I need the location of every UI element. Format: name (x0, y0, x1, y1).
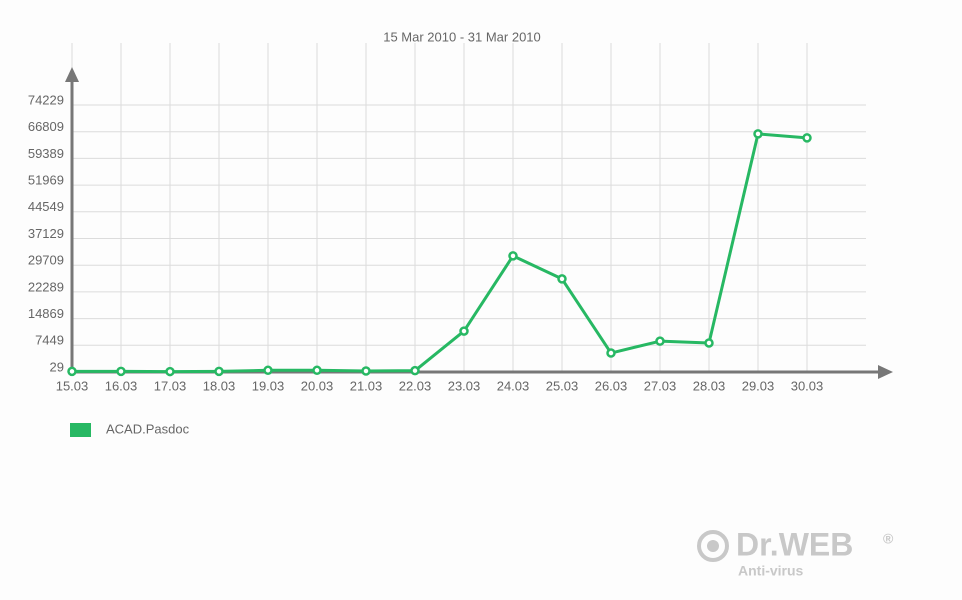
data-point (410, 365, 420, 376)
y-tick-label: 29 (50, 359, 64, 374)
data-point (704, 338, 714, 348)
chart-title: 15 Mar 2010 - 31 Mar 2010 (383, 29, 541, 44)
x-tick-label: 15.03 (56, 378, 89, 393)
logo-icon (697, 530, 729, 562)
data-point (655, 336, 665, 346)
x-tick-label: 18.03 (203, 378, 236, 393)
data-point (606, 348, 616, 358)
legend-label: ACAD.Pasdoc (106, 421, 190, 436)
x-tick-label: 28.03 (693, 378, 726, 393)
data-point (312, 365, 322, 376)
data-point (802, 133, 812, 143)
data-point (263, 365, 273, 376)
y-tick-label: 51969 (28, 173, 64, 188)
data-point (753, 129, 763, 139)
series-line (72, 132, 808, 374)
x-tick-label: 27.03 (644, 378, 677, 393)
data-point (557, 274, 567, 284)
logo: Dr.WEB ® Anti-virus (697, 526, 894, 579)
y-tick-label: 22289 (28, 279, 64, 294)
logo-name: Dr.WEB (736, 526, 853, 562)
data-point (508, 251, 518, 261)
x-tick-label: 26.03 (595, 378, 628, 393)
y-tick-label: 37129 (28, 226, 64, 241)
x-axis-arrow (878, 365, 893, 379)
x-tick-label: 30.03 (791, 378, 824, 393)
x-tick-label: 29.03 (742, 378, 775, 393)
x-tick-label: 21.03 (350, 378, 383, 393)
y-tick-label: 14869 (28, 306, 64, 321)
logo-tagline: Anti-virus (738, 563, 804, 579)
y-tick-label: 29709 (28, 253, 64, 268)
data-point (165, 366, 175, 377)
y-tick-label: 59389 (28, 146, 64, 161)
data-point (116, 366, 126, 377)
legend-swatch (70, 423, 91, 437)
data-point (361, 366, 371, 376)
y-tick-label: 7449 (35, 333, 64, 348)
x-tick-label: 19.03 (252, 378, 285, 393)
logo-icon-core (707, 540, 719, 552)
x-tick-label: 25.03 (546, 378, 579, 393)
x-tick-label: 23.03 (448, 378, 481, 393)
x-tick-label: 17.03 (154, 378, 187, 393)
x-tick-label: 20.03 (301, 378, 334, 393)
data-point (67, 366, 77, 377)
y-tick-label: 74229 (28, 92, 64, 107)
x-tick-label: 16.03 (105, 378, 138, 393)
y-tick-label: 66809 (28, 119, 64, 134)
x-tick-label: 22.03 (399, 378, 432, 393)
y-tick-label: 44549 (28, 199, 64, 214)
logo-mark: ® (883, 531, 894, 547)
data-point (214, 366, 224, 377)
y-axis-arrow (65, 67, 79, 82)
data-point (459, 326, 469, 336)
x-tick-label: 24.03 (497, 378, 530, 393)
